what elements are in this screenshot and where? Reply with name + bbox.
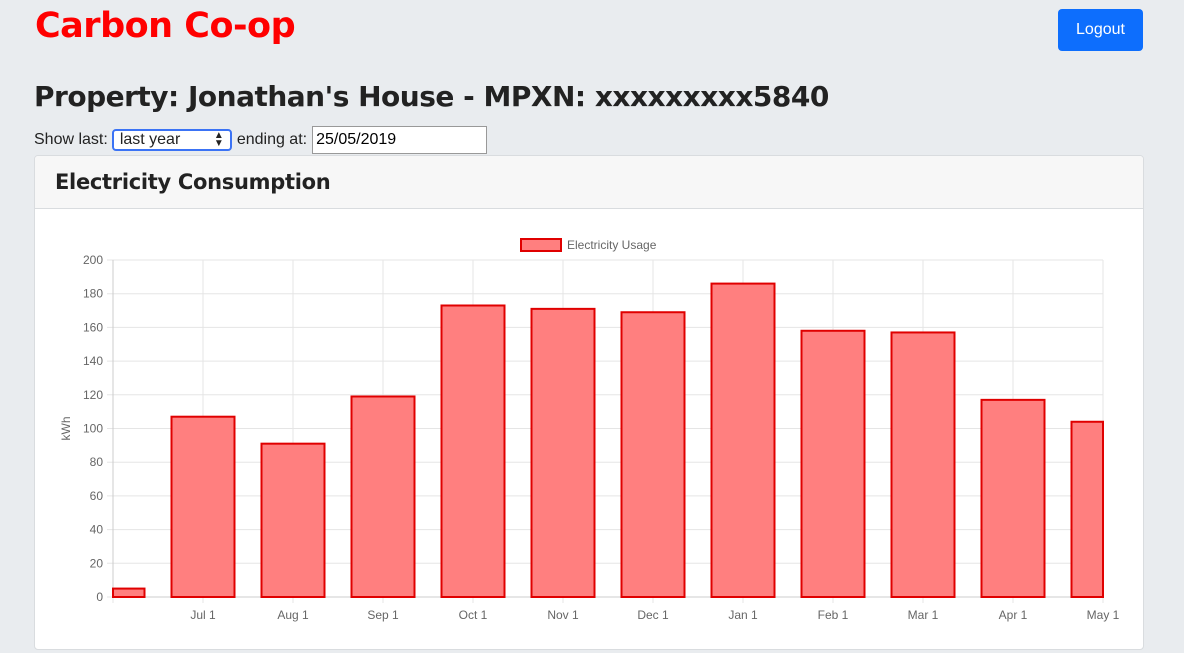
show-last-label: Show last: xyxy=(34,131,108,148)
bar-may-2019[interactable] xyxy=(1070,420,1104,598)
page-title: Property: Jonathan's House - MPXN: xxxxx… xyxy=(34,80,829,113)
bar-apr-2019[interactable] xyxy=(980,398,1046,598)
bar-oct-2018[interactable] xyxy=(440,304,506,599)
period-select[interactable]: last year ▲ ▼ xyxy=(111,129,232,151)
bar-feb-2019[interactable] xyxy=(800,329,866,599)
y-tick-label: 180 xyxy=(83,287,103,301)
electricity-chart: 0 20 40 60 80 100 120 140 160 180 200 Jul 1 Aug 1 Se… xyxy=(59,238,1120,622)
x-tick-label: Jul 1 xyxy=(190,608,216,622)
y-tick-label: 60 xyxy=(90,489,104,503)
bar-sep-2018[interactable] xyxy=(350,395,416,598)
y-tick-label: 0 xyxy=(96,590,103,604)
bar-jun-2018[interactable] xyxy=(112,587,146,599)
y-axis-ticks: 0 20 40 60 80 100 120 140 160 180 200 xyxy=(83,253,103,604)
select-arrows-icon: ▲ ▼ xyxy=(213,130,224,149)
x-tick-label: Aug 1 xyxy=(277,608,309,622)
x-tick-label: Oct 1 xyxy=(459,608,488,622)
x-tick-label: Jan 1 xyxy=(728,608,758,622)
x-tick-label: Mar 1 xyxy=(908,608,939,622)
y-tick-label: 200 xyxy=(83,253,103,267)
y-tick-label: 80 xyxy=(90,455,104,469)
x-tick-label: Apr 1 xyxy=(999,608,1028,622)
x-tick-label: Dec 1 xyxy=(637,608,669,622)
legend-label[interactable]: Electricity Usage xyxy=(567,238,657,252)
filter-controls: Show last: last year ▲ ▼ ending at: xyxy=(34,126,488,154)
bar-jul-2018[interactable] xyxy=(170,415,236,598)
x-tick-label: Sep 1 xyxy=(367,608,399,622)
y-tick-label: 40 xyxy=(90,523,104,537)
x-tick-label: Nov 1 xyxy=(547,608,579,622)
bar-jan-2019[interactable] xyxy=(710,282,776,598)
brand-logo-text[interactable]: Carbon Co-op xyxy=(35,6,296,46)
y-tick-label: 100 xyxy=(83,422,103,436)
bar-mar-2019[interactable] xyxy=(890,331,956,599)
ending-at-label: ending at: xyxy=(236,131,308,148)
logout-button[interactable]: Logout xyxy=(1058,9,1143,51)
chart-bars xyxy=(112,282,1104,599)
bar-dec-2018[interactable] xyxy=(620,311,686,599)
y-tick-label: 160 xyxy=(83,320,103,334)
card-header: Electricity Consumption xyxy=(35,156,1143,209)
period-select-value: last year xyxy=(119,131,181,148)
bar-nov-2018[interactable] xyxy=(530,307,596,599)
y-tick-label: 20 xyxy=(90,556,104,570)
y-tick-label: 120 xyxy=(83,388,103,402)
x-tick-label: May 1 xyxy=(1087,608,1120,622)
card-title: Electricity Consumption xyxy=(55,170,331,194)
x-axis-ticks: Jul 1 Aug 1 Sep 1 Oct 1 Nov 1 Dec 1 Jan 1 Feb 1… xyxy=(190,608,1119,622)
bar-aug-2018[interactable] xyxy=(260,442,326,598)
consumption-card: Electricity Consumption 0 20 40 60 80 100 120 1… xyxy=(34,155,1144,650)
y-axis-title: kWh xyxy=(59,417,73,441)
end-date-input[interactable] xyxy=(312,126,488,154)
y-tick-label: 140 xyxy=(83,354,103,368)
legend-swatch[interactable] xyxy=(520,238,562,252)
x-tick-label: Feb 1 xyxy=(818,608,849,622)
